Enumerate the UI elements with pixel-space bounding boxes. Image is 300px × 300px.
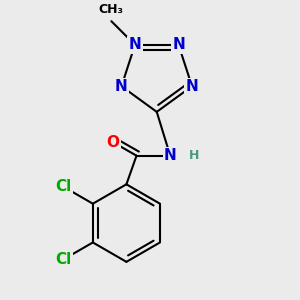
Text: H: H [189,149,199,162]
Text: N: N [186,79,198,94]
Text: Cl: Cl [56,179,72,194]
Text: N: N [164,148,177,163]
Text: N: N [115,79,128,94]
Text: N: N [129,37,141,52]
Text: N: N [172,37,185,52]
Text: O: O [106,135,119,150]
Text: CH₃: CH₃ [99,3,124,16]
Text: Cl: Cl [56,252,72,267]
